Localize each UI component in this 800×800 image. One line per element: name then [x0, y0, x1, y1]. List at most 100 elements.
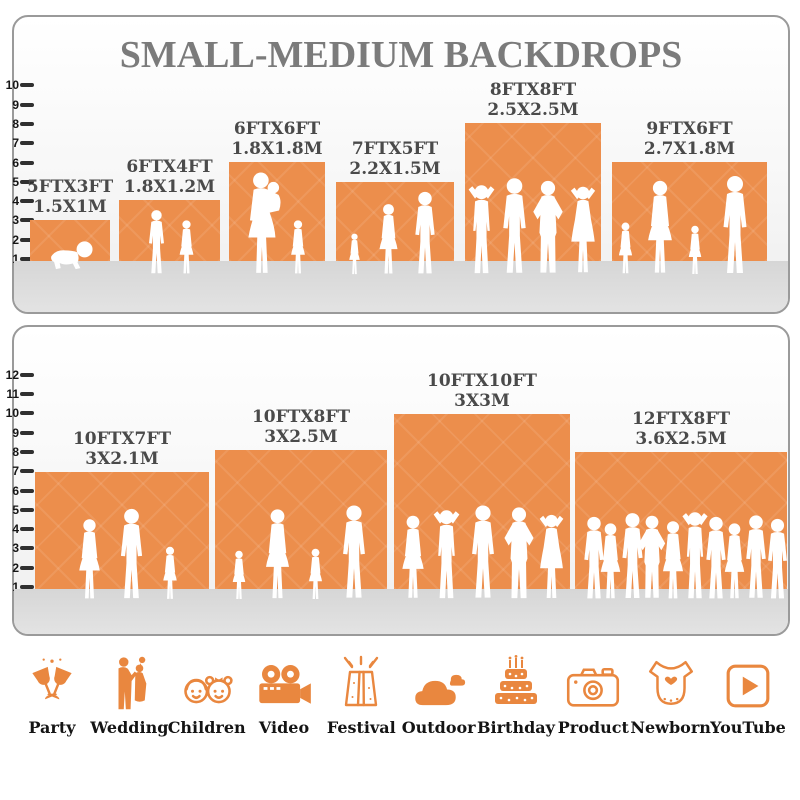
category-label: Children: [167, 718, 246, 737]
ruler-tick: 8: [2, 445, 34, 459]
ruler-tick: 2: [2, 233, 34, 247]
ruler-tick-number: 2: [12, 560, 19, 575]
ruler-tick-number: 7: [12, 464, 19, 479]
ruler-tick: 11: [2, 387, 34, 401]
backdrop-size-label: 8FTX8FT 2.5X2.5M: [487, 80, 579, 120]
product-icon: [565, 652, 621, 710]
ruler-tick: 6: [2, 483, 34, 498]
backdrop-rect: [575, 452, 787, 599]
category-label: Birthday: [477, 718, 555, 737]
ruler-tick-number: 10: [5, 406, 19, 421]
ruler-tick-bar: [20, 102, 34, 107]
backdrop-size-label: 10FTX10FT 3X3M: [427, 371, 537, 411]
ruler-tick-number: 1: [12, 580, 19, 594]
ruler-left: 1 2 3 4 5 6 7 8 9 10: [2, 17, 44, 312]
newborn-icon: [646, 652, 696, 710]
ruler-tick-bar: [20, 141, 34, 146]
category-label: Newborn: [630, 718, 711, 737]
backdrop-size-label: 7FTX5FT 2.2X1.5M: [349, 139, 441, 179]
backdrop-size-label: 6FTX4FT 1.8X1.2M: [123, 157, 216, 197]
ruler-tick: 7: [2, 136, 34, 151]
ruler-tick-number: 6: [12, 155, 19, 170]
backdrop-7ftx5ft: 7FTX5FT 2.2X1.5M: [336, 139, 454, 275]
category-birthday: Birthday: [477, 652, 555, 737]
category-product: Product: [557, 652, 629, 737]
ruler-tick: 8: [2, 116, 34, 131]
backdrop-rect: [119, 200, 220, 274]
people-silhouette: [618, 176, 746, 274]
ruler-tick-bar: [20, 83, 34, 88]
people-silhouette: [584, 512, 787, 599]
ruler-tick-bar: [20, 527, 34, 532]
ruler-tick-bar: [20, 469, 34, 474]
ruler-tick-bar: [20, 392, 34, 396]
people-silhouette: [148, 210, 193, 274]
outdoor-icon: [412, 652, 466, 710]
people-silhouette: [468, 178, 596, 274]
category-label: Festival: [326, 718, 396, 737]
backdrop-5ftx3ft: 5FTX3FT 1.5X1M: [27, 177, 113, 270]
ruler-tick-bar: [20, 430, 34, 435]
ruler-tick: 7: [2, 464, 34, 479]
ruler-tick-bar: [20, 449, 34, 454]
ruler-tick: 10: [2, 406, 34, 421]
backdrop-rect: [35, 472, 209, 599]
festival-icon: [336, 652, 386, 710]
ruler-tick: 12: [2, 368, 34, 382]
ruler-tick-number: 8: [12, 116, 19, 131]
ruler-tick-bar: [20, 199, 34, 204]
ruler-tick-number: 3: [12, 213, 19, 228]
backdrop-10ftx8ft: 10FTX8FT 3X2.5M: [215, 407, 387, 599]
panel-small-medium: SMALL-MEDIUM BACKDROPS 1 2 3 4 5 6 7 8 9 10 5FTX3…: [6, 15, 790, 314]
ruler-left: 1 2 3 4 5 6 7 8 9 10 11 12: [2, 327, 44, 634]
ruler-tick-number: 9: [12, 425, 19, 440]
ruler-tick: 10: [2, 78, 34, 93]
backdrop-rect: [336, 182, 454, 275]
ruler-tick-number: 11: [6, 387, 19, 401]
ruler-tick-bar: [20, 585, 34, 589]
children-icon: [178, 652, 236, 710]
category-row: Party Wedding: [0, 652, 800, 737]
ruler-tick-number: 10: [5, 78, 19, 93]
backdrop-rect: [612, 162, 767, 274]
backdrop-10ftx10ft: 10FTX10FT 3X3M: [394, 371, 570, 599]
ruler-tick: 6: [2, 155, 34, 170]
youtube-icon: [724, 652, 772, 710]
backdrop-6ftx6ft: 6FTX6FT 1.8X1.8M: [229, 119, 325, 274]
category-festival: Festival: [325, 652, 397, 737]
backdrop-rect: [30, 220, 110, 270]
backdrop-size-label: 12FTX8FT 3.6X2.5M: [631, 409, 731, 449]
category-newborn: Newborn: [630, 652, 711, 737]
ruler-tick-bar: [20, 121, 34, 126]
video-icon: [255, 652, 313, 710]
ruler-tick-number: 3: [12, 541, 19, 556]
people-silhouette: [232, 505, 365, 599]
party-icon: [25, 652, 79, 710]
backdrop-rect: [229, 162, 325, 274]
category-children: Children: [167, 652, 246, 737]
ruler-tick: 9: [2, 425, 34, 440]
ruler-tick-number: 7: [12, 136, 19, 151]
people-silhouette: [248, 172, 305, 274]
ruler-tick-number: 5: [12, 174, 19, 189]
floor-shadow: [14, 261, 788, 312]
ruler-tick-bar: [20, 218, 34, 223]
ruler-tick-number: 4: [12, 194, 19, 209]
category-label: Wedding: [90, 718, 169, 737]
ruler-tick-bar: [20, 565, 34, 570]
category-outdoor: Outdoor: [402, 652, 476, 737]
ruler-tick-bar: [20, 160, 34, 165]
panel-large: 1 2 3 4 5 6 7 8 9 10 11 12 10FTX7FT 3X2.1M 10FTX8FT 3…: [6, 325, 790, 636]
category-wedding: Wedding: [90, 652, 169, 737]
ruler-tick-number: 6: [12, 483, 19, 498]
ruler-tick-bar: [20, 372, 34, 377]
backdrop-8ftx8ft: 8FTX8FT 2.5X2.5M: [465, 80, 601, 274]
people-silhouette: [51, 241, 93, 270]
backdrop-10ftx7ft: 10FTX7FT 3X2.1M: [35, 429, 209, 599]
category-label: YouTube: [710, 718, 786, 737]
backdrop-6ftx4ft: 6FTX4FT 1.8X1.2M: [119, 157, 220, 274]
category-video: Video: [248, 652, 320, 737]
people-silhouette: [349, 191, 435, 275]
birthday-icon: [491, 652, 541, 710]
backdrop-size-label: 9FTX6FT 2.7X1.8M: [643, 119, 736, 159]
